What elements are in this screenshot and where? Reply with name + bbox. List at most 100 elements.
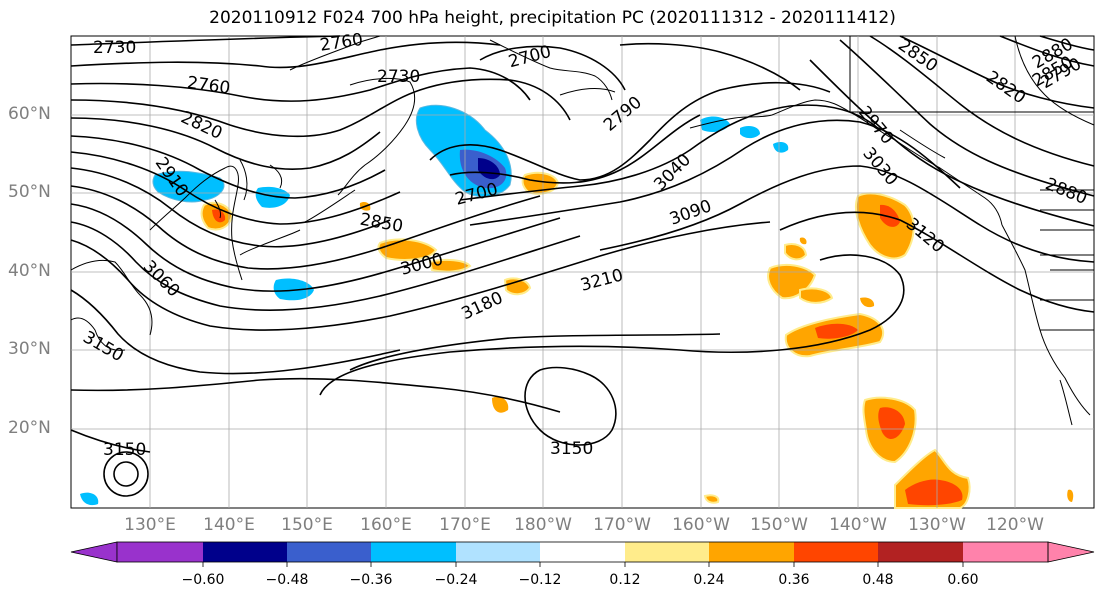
coastline bbox=[149, 165, 243, 281]
longitude-label: 160°E bbox=[360, 515, 412, 535]
contour-line bbox=[70, 221, 581, 311]
contour-line bbox=[449, 114, 701, 184]
precip-positive-area bbox=[860, 297, 875, 308]
latitude-label: 60°N bbox=[8, 104, 51, 124]
coastline bbox=[1040, 189, 1094, 271]
colorbar-swatch bbox=[794, 542, 878, 562]
longitude-label: 140°E bbox=[203, 515, 255, 535]
longitude-label: 170°E bbox=[439, 515, 491, 535]
precip-positive-area bbox=[1067, 489, 1074, 502]
colorbar-swatch bbox=[456, 542, 540, 562]
contour-line bbox=[70, 203, 561, 292]
precip-negative-area bbox=[773, 142, 789, 153]
colorbar-swatch bbox=[117, 542, 203, 562]
coastline bbox=[899, 129, 946, 159]
longitude-label: 170°W bbox=[593, 515, 651, 535]
contour-label: 3150 bbox=[550, 439, 593, 459]
contour-line bbox=[70, 67, 531, 102]
contour-line bbox=[103, 451, 149, 497]
coastline bbox=[559, 87, 616, 96]
latitude-label: 40°N bbox=[8, 261, 51, 281]
contour-label: 2730 bbox=[377, 67, 420, 87]
precip-positive-area bbox=[503, 277, 532, 296]
contour-line bbox=[70, 167, 391, 248]
coastline bbox=[70, 317, 126, 351]
coastline bbox=[689, 99, 851, 129]
longitude-label: 150°W bbox=[750, 515, 808, 535]
contour-line bbox=[70, 221, 771, 331]
colorbar-outline bbox=[116, 541, 1049, 563]
contour-line bbox=[779, 211, 1095, 313]
colorbar-swatch bbox=[963, 542, 1048, 562]
precip-positive-area bbox=[878, 407, 905, 439]
contour-line bbox=[999, 35, 1095, 67]
contour-line bbox=[599, 165, 1095, 263]
precip-negative-area bbox=[740, 126, 760, 139]
contour-line bbox=[619, 42, 801, 91]
colorbar-swatch bbox=[203, 542, 287, 562]
precip-positive-area bbox=[703, 494, 720, 504]
map-title: 2020110912 F024 700 hPa height, precipit… bbox=[209, 8, 896, 28]
colorbar-tick-label: 0.12 bbox=[609, 572, 641, 588]
precip-positive-area bbox=[815, 323, 858, 339]
contour-line bbox=[70, 135, 386, 199]
contour-label: 2730 bbox=[93, 38, 136, 58]
precip-negative-area bbox=[255, 186, 290, 208]
contour-line bbox=[113, 461, 139, 487]
precip-positive-area bbox=[799, 287, 834, 304]
precip-positive-area bbox=[212, 209, 226, 223]
precip-negative-area bbox=[80, 492, 99, 506]
colorbar-extend-low bbox=[70, 541, 118, 563]
contour-line bbox=[349, 333, 721, 371]
height-contours bbox=[70, 35, 1095, 497]
latitude-label: 50°N bbox=[8, 182, 51, 202]
coastline bbox=[304, 189, 356, 223]
precip-positive-area bbox=[905, 479, 963, 506]
colorbar bbox=[70, 541, 1095, 567]
contour-line bbox=[70, 78, 571, 138]
contour-line bbox=[70, 151, 401, 225]
colorbar-tick-label: −0.24 bbox=[434, 572, 478, 588]
longitude-label: 130°W bbox=[908, 515, 966, 535]
colorbar-tick-label: 0.60 bbox=[947, 572, 979, 588]
coastline bbox=[849, 111, 1003, 226]
coastline bbox=[239, 229, 301, 256]
coastline bbox=[337, 77, 416, 196]
colorbar-tick-label: 0.24 bbox=[693, 572, 725, 588]
precip-positive-area bbox=[784, 243, 808, 261]
precip-positive-area bbox=[428, 258, 472, 273]
coastlines bbox=[70, 35, 1095, 426]
colorbar-tick-label: −0.48 bbox=[265, 572, 309, 588]
contour-line bbox=[429, 81, 831, 181]
colorbar-tick-label: 0.36 bbox=[778, 572, 810, 588]
contour-line bbox=[899, 35, 1095, 109]
contour-line bbox=[70, 185, 541, 270]
coastline bbox=[849, 36, 1094, 113]
colorbar-swatch bbox=[540, 542, 625, 562]
gridlines bbox=[71, 36, 1094, 508]
longitude-label: 130°E bbox=[124, 515, 176, 535]
contour-line bbox=[70, 377, 561, 413]
coastline bbox=[269, 164, 283, 189]
precip-positive-area bbox=[492, 396, 509, 413]
coastline bbox=[1040, 299, 1094, 331]
precip-negative-area bbox=[273, 278, 314, 301]
contour-line bbox=[869, 35, 1095, 167]
contour-line bbox=[70, 429, 151, 453]
longitude-label: 160°W bbox=[672, 515, 730, 535]
colorbar-extend-high bbox=[1047, 541, 1095, 563]
longitude-label: 140°W bbox=[829, 515, 887, 535]
contour-line bbox=[469, 119, 961, 226]
colorbar-tick-label: −0.12 bbox=[518, 572, 562, 588]
colorbar-tick-label: 0.48 bbox=[862, 572, 894, 588]
contour-line bbox=[319, 254, 905, 396]
contour-line bbox=[1039, 35, 1095, 51]
longitude-label: 120°W bbox=[986, 515, 1044, 535]
colorbar-swatch bbox=[709, 542, 794, 562]
precip-positive-area bbox=[854, 192, 915, 260]
latitude-label: 20°N bbox=[8, 418, 51, 438]
contour-label: 3150 bbox=[103, 440, 146, 460]
colorbar-swatch bbox=[371, 542, 456, 562]
contour-line bbox=[524, 366, 617, 446]
